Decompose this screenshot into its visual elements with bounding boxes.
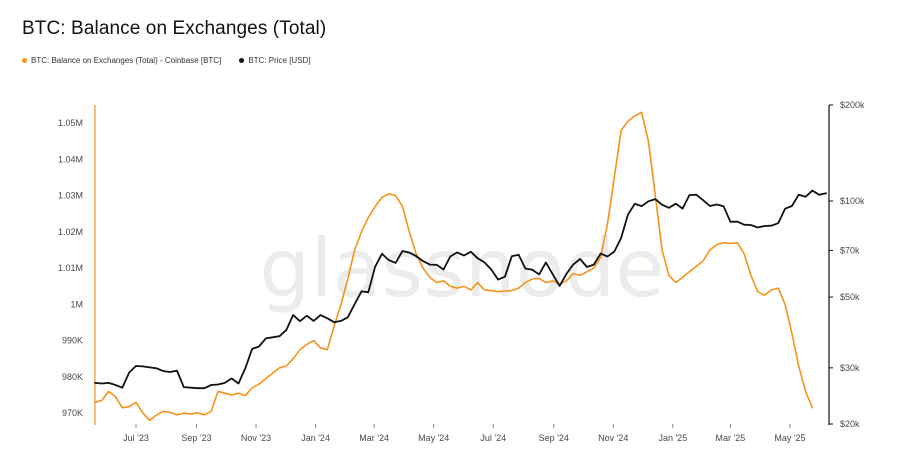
price-series-line <box>94 189 827 390</box>
right-axis: $20k $30k $50k $70k $100k $200k <box>828 100 865 429</box>
right-tick-label: $100k <box>840 196 865 206</box>
legend-label-balance: BTC: Balance on Exchanges (Total) - Coin… <box>31 56 222 65</box>
right-tick-label: $70k <box>840 245 860 255</box>
x-tick-label: May '25 <box>774 433 805 443</box>
left-tick-label: 1.03M <box>58 191 83 201</box>
x-axis: Jul '23 Sep '23 Nov '23 Jan '24 Mar '24 May '… <box>123 424 806 443</box>
x-tick-label: Nov '23 <box>241 433 271 443</box>
right-tick-label: $50k <box>840 292 860 302</box>
x-tick-label: May '24 <box>418 433 449 443</box>
right-tick-label: $200k <box>840 100 865 110</box>
legend-dot-price <box>239 58 245 63</box>
legend-label-price: BTC: Price [USD] <box>248 56 311 65</box>
legend-dot-balance <box>22 58 27 63</box>
chart-title: BTC: Balance on Exchanges (Total) <box>22 18 327 39</box>
balance-series-line <box>94 111 814 422</box>
right-tick-label: $30k <box>840 363 860 373</box>
left-tick-label: 1.01M <box>58 263 83 273</box>
legend: BTC: Balance on Exchanges (Total) - Coin… <box>22 56 311 65</box>
left-tick-label: 1.04M <box>58 154 83 164</box>
legend-item-price[interactable]: BTC: Price [USD] <box>239 56 311 65</box>
left-tick-label: 980K <box>62 372 83 382</box>
series-lines <box>94 111 827 422</box>
left-tick-label: 1.05M <box>58 118 83 128</box>
x-tick-label: Jan '24 <box>301 433 330 443</box>
left-tick-label: 1.02M <box>58 227 83 237</box>
left-tick-label: 1M <box>70 299 83 309</box>
left-tick-label: 990K <box>62 336 83 346</box>
x-tick-label: Jul '23 <box>123 433 149 443</box>
legend-item-balance[interactable]: BTC: Balance on Exchanges (Total) - Coin… <box>22 56 221 65</box>
right-tick-label: $20k <box>840 419 860 429</box>
x-tick-label: Jul '24 <box>480 433 506 443</box>
x-tick-label: Jan '25 <box>658 433 687 443</box>
x-tick-label: Mar '24 <box>359 433 389 443</box>
x-tick-label: Mar '25 <box>716 433 746 443</box>
x-tick-label: Sep '23 <box>181 433 211 443</box>
watermark-text: glassnode <box>259 222 664 315</box>
x-tick-label: Nov '24 <box>598 433 628 443</box>
left-tick-label: 970K <box>62 408 83 418</box>
left-axis: 970K 980K 990K 1M 1.01M 1.02M 1.03M 1.04M 1.05M <box>58 105 96 425</box>
x-tick-label: Sep '24 <box>539 433 569 443</box>
